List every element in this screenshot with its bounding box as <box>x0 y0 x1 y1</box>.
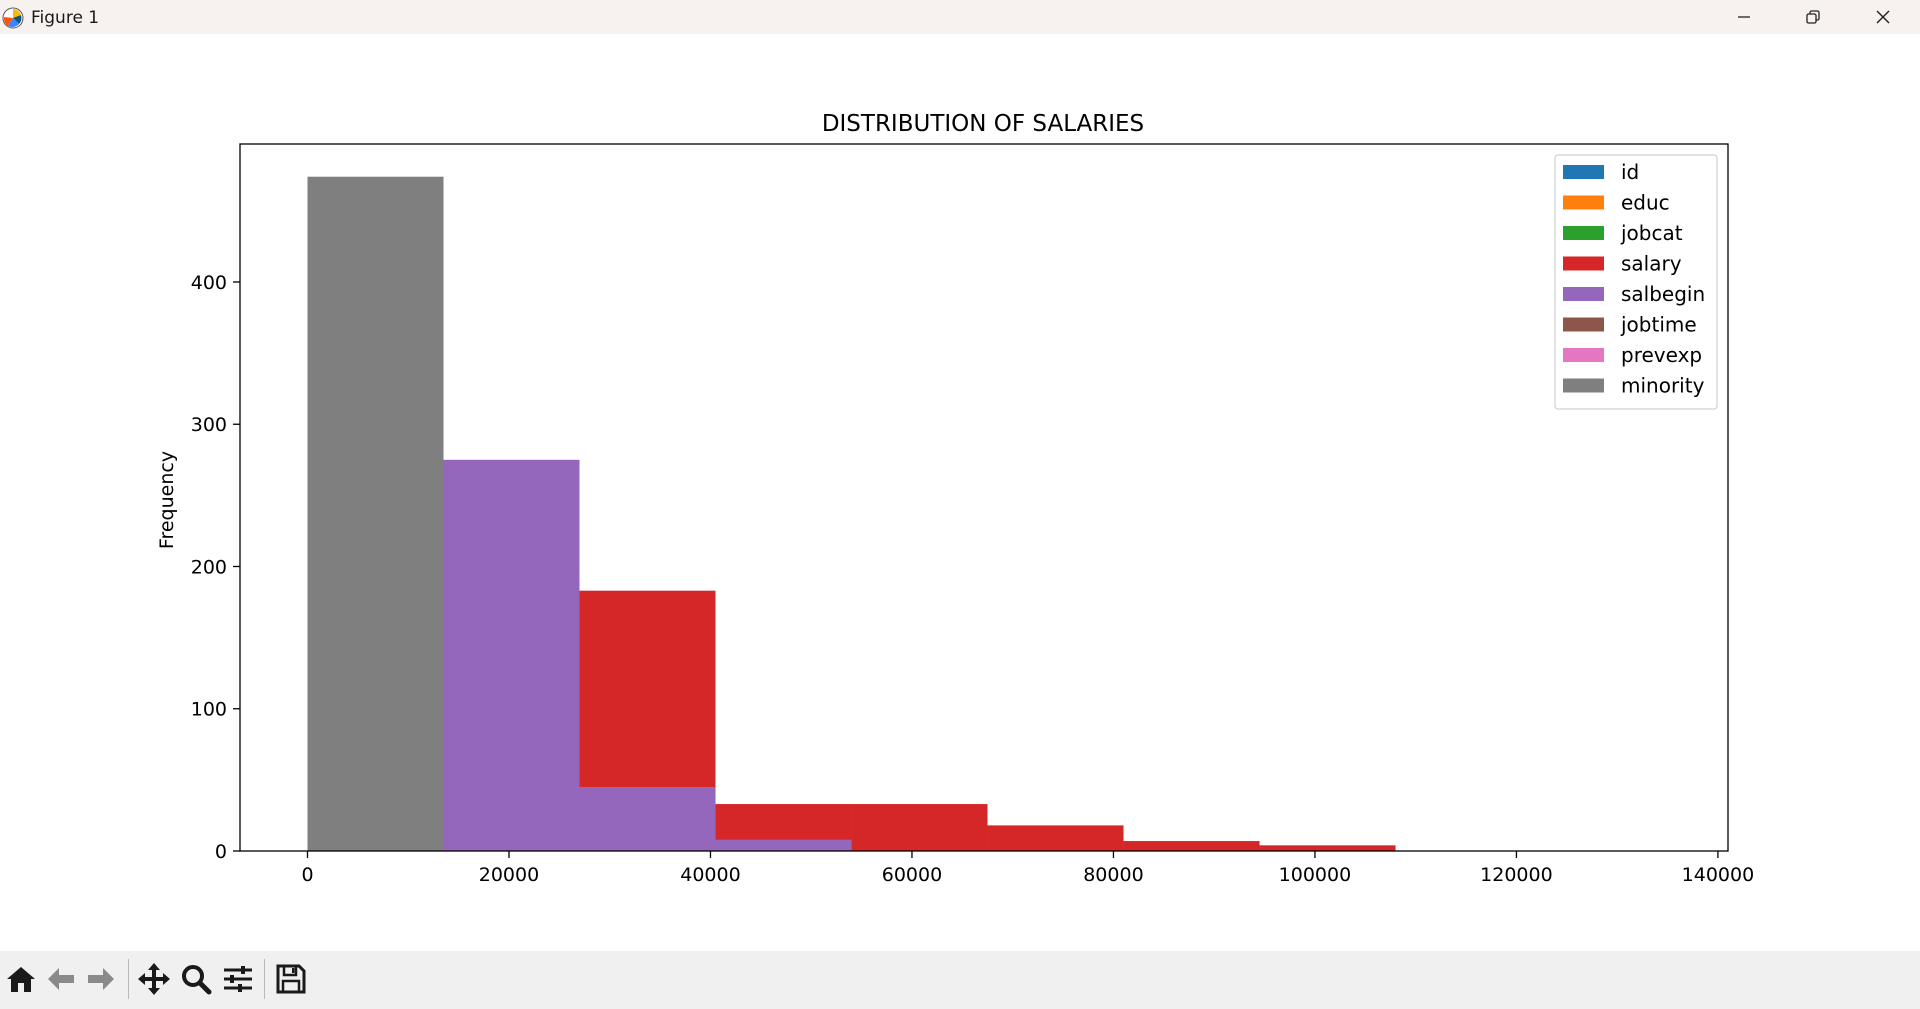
legend-label-id: id <box>1621 160 1639 184</box>
x-axis-ticks: 0 20000 40000 60000 80000 100000 120000 140000 <box>301 851 1754 886</box>
legend-swatch-prevexp <box>1563 348 1604 362</box>
restore-icon <box>1806 10 1820 24</box>
legend-label-salbegin: salbegin <box>1621 282 1705 306</box>
move-icon <box>138 963 170 995</box>
maximize-button[interactable] <box>1778 0 1848 34</box>
x-tick-label: 20000 <box>479 864 539 886</box>
back-button[interactable] <box>42 960 80 998</box>
save-button[interactable] <box>272 960 310 998</box>
arrow-left-icon <box>48 968 74 990</box>
legend-swatch-jobcat <box>1563 226 1604 240</box>
legend-label-jobcat: jobcat <box>1620 221 1683 245</box>
minimize-icon <box>1738 16 1750 18</box>
histogram-bar-salary <box>851 804 988 851</box>
legend-label-prevexp: prevexp <box>1621 343 1702 367</box>
pan-button[interactable] <box>135 960 173 998</box>
histogram-bar-salary <box>987 825 1124 851</box>
close-icon <box>1876 10 1890 24</box>
y-tick-label: 400 <box>191 272 227 294</box>
navigation-toolbar <box>0 951 1920 1009</box>
legend-swatch-educ <box>1563 195 1604 210</box>
y-tick-label: 0 <box>215 841 227 863</box>
y-tick-label: 100 <box>191 699 227 721</box>
minimize-button[interactable] <box>1709 0 1779 34</box>
legend-swatch-salbegin <box>1563 287 1604 301</box>
toolbar-separator <box>128 959 129 999</box>
histogram-bar-salbegin <box>715 839 852 851</box>
y-tick-label: 200 <box>191 556 227 578</box>
x-tick-label: 120000 <box>1480 864 1553 886</box>
legend-swatch-id <box>1563 165 1604 179</box>
figure-canvas[interactable]: 0 20000 40000 60000 80000 100000 120000 140000 … <box>0 34 1920 951</box>
x-tick-label: 100000 <box>1279 864 1352 886</box>
x-tick-label: 60000 <box>882 864 942 886</box>
zoom-button[interactable] <box>177 960 215 998</box>
home-button[interactable] <box>2 960 40 998</box>
x-tick-label: 0 <box>301 864 313 886</box>
histogram-bar-salbegin <box>443 459 580 851</box>
chart-title: DISTRIBUTION OF SALARIES <box>822 111 1144 137</box>
x-tick-label: 40000 <box>680 864 740 886</box>
bars-layer <box>307 176 1396 851</box>
legend-label-jobtime: jobtime <box>1620 313 1697 337</box>
floppy-disk-icon <box>276 964 306 994</box>
arrow-right-icon <box>88 968 114 990</box>
histogram-bar-salary <box>1123 841 1260 851</box>
x-tick-label: 140000 <box>1682 864 1755 886</box>
magnifier-icon <box>182 965 212 995</box>
title-bar: Figure 1 <box>0 0 1920 34</box>
legend-swatch-minority <box>1563 378 1604 393</box>
toolbar-separator <box>264 959 265 999</box>
sliders-icon <box>224 966 252 992</box>
matplotlib-logo-icon <box>2 7 24 29</box>
y-axis-label: Frequency <box>156 451 178 549</box>
legend-label-minority: minority <box>1621 374 1705 398</box>
forward-button[interactable] <box>82 960 120 998</box>
y-axis-ticks: 0 100 200 300 400 <box>191 272 240 863</box>
legend: id educ jobcat salary salbegin jobtime prevexp… <box>1554 154 1718 410</box>
axes-frame <box>239 143 1729 852</box>
histogram-bar-salbegin <box>579 786 716 851</box>
home-icon <box>7 967 35 992</box>
histogram-chart: 0 20000 40000 60000 80000 100000 120000 140000 … <box>156 111 1754 886</box>
legend-label-salary: salary <box>1621 252 1682 276</box>
legend-swatch-salary <box>1563 256 1604 271</box>
legend-frame <box>1554 154 1718 410</box>
x-tick-label: 80000 <box>1083 864 1143 886</box>
legend-swatch-jobtime <box>1563 317 1604 332</box>
close-button[interactable] <box>1848 0 1918 34</box>
histogram-bar-minority <box>307 176 444 851</box>
legend-label-educ: educ <box>1621 191 1670 215</box>
y-tick-label: 300 <box>191 414 227 436</box>
window-title: Figure 1 <box>31 8 100 28</box>
histogram-bar-salary <box>1259 845 1396 851</box>
configure-subplots-button[interactable] <box>219 960 257 998</box>
